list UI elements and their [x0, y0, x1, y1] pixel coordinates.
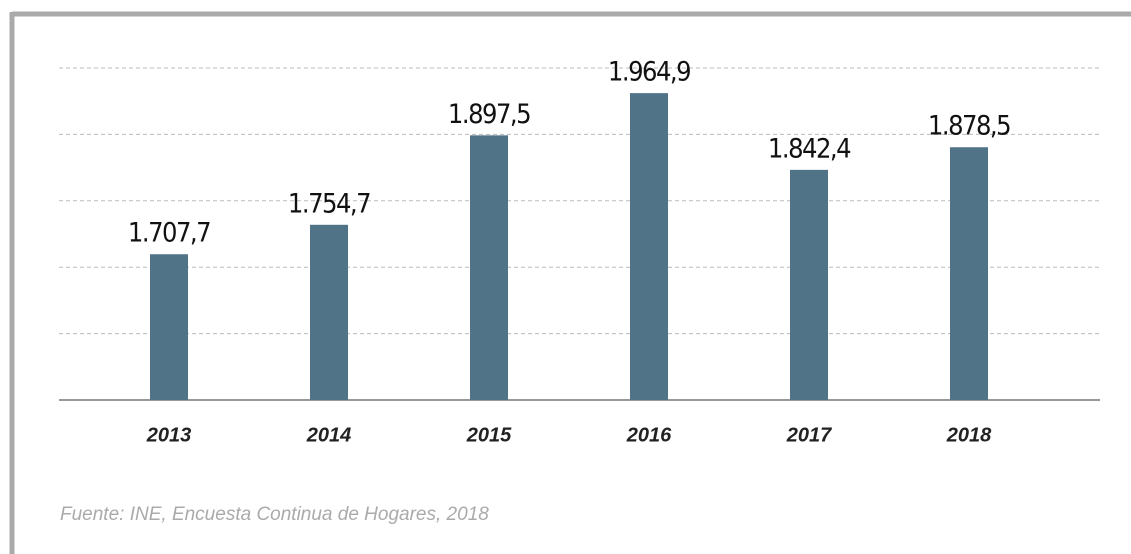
bar [310, 224, 348, 400]
bar [150, 254, 188, 400]
value-label: 1.754,7 [288, 188, 370, 219]
bar [470, 135, 508, 400]
x-tick-label: 2015 [466, 424, 512, 446]
x-tick-label: 2013 [146, 424, 192, 446]
bar [630, 93, 668, 400]
value-label: 1.707,7 [128, 218, 210, 249]
bar [950, 147, 988, 400]
value-label: 1.964,9 [608, 57, 690, 88]
x-tick-label: 2014 [306, 424, 352, 446]
source-note: Fuente: INE, Encuesta Continua de Hogare… [60, 504, 489, 525]
value-label: 1.897,5 [448, 99, 530, 130]
bar [790, 169, 828, 400]
value-label: 1.878,5 [928, 111, 1010, 142]
x-tick-label: 2018 [946, 424, 992, 446]
value-label: 1.842,4 [768, 133, 851, 164]
x-tick-label: 2016 [626, 424, 672, 446]
x-tick-label: 2017 [786, 424, 832, 446]
